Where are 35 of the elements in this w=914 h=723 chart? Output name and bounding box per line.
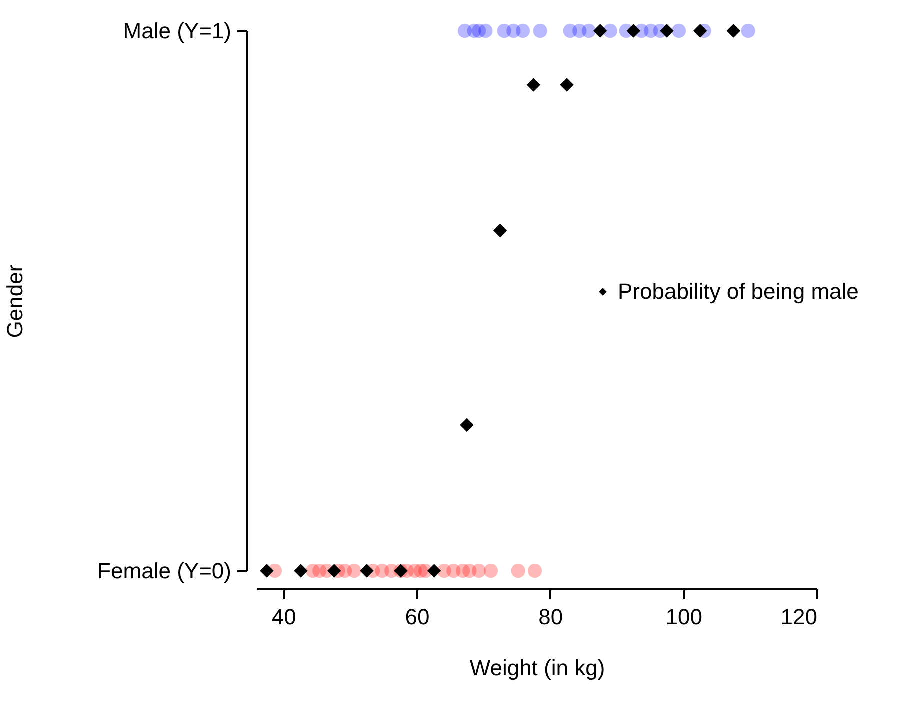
point bbox=[593, 24, 608, 38]
point bbox=[327, 564, 342, 578]
point bbox=[626, 24, 641, 38]
point bbox=[528, 564, 542, 578]
point bbox=[472, 564, 486, 578]
point bbox=[427, 564, 442, 578]
point bbox=[582, 24, 596, 38]
point bbox=[460, 418, 474, 432]
point bbox=[360, 564, 374, 578]
y-tick-label: Male (Y=1) bbox=[123, 18, 232, 44]
point bbox=[493, 224, 508, 238]
point bbox=[294, 564, 308, 578]
point bbox=[693, 24, 708, 38]
y-tick-label: Female (Y=0) bbox=[98, 558, 232, 584]
point bbox=[484, 564, 498, 578]
point bbox=[726, 24, 741, 38]
legend-label: Probability of being male bbox=[618, 279, 859, 304]
point bbox=[533, 24, 548, 38]
point bbox=[560, 78, 574, 92]
point bbox=[478, 24, 493, 38]
point bbox=[511, 564, 526, 578]
point bbox=[672, 24, 686, 38]
point bbox=[741, 24, 756, 38]
x-tick-label: 100 bbox=[666, 604, 703, 630]
x-axis-title: Weight (in kg) bbox=[470, 656, 606, 680]
point bbox=[660, 24, 674, 38]
x-tick-label: 60 bbox=[405, 604, 430, 630]
point bbox=[526, 78, 541, 92]
point bbox=[516, 24, 530, 38]
point bbox=[260, 564, 274, 578]
x-tick-label: 80 bbox=[538, 604, 564, 630]
x-tick-label: 40 bbox=[272, 604, 296, 630]
x-tick-label: 120 bbox=[780, 604, 818, 630]
point bbox=[347, 564, 362, 578]
y-axis-title: Gender bbox=[2, 264, 28, 338]
